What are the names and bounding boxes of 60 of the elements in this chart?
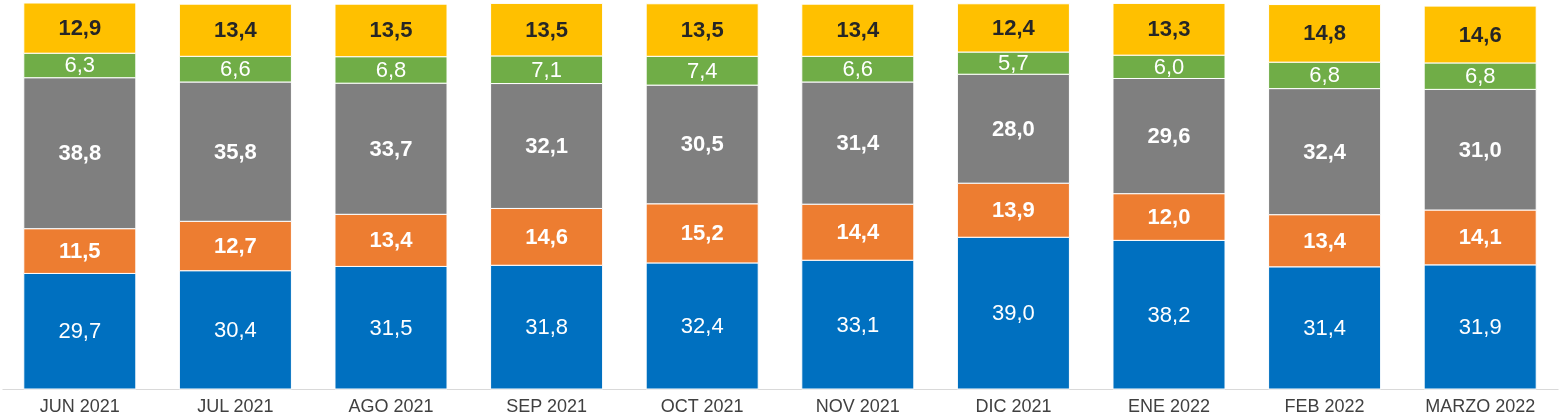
data-label: 7,4 xyxy=(686,57,718,83)
data-label: 13,5 xyxy=(525,16,569,42)
x-tick-label: ENE 2022 xyxy=(1127,395,1211,416)
data-label: 12,0 xyxy=(1147,204,1191,230)
x-tick-label: FEB 2022 xyxy=(1284,395,1365,416)
data-label: 33,7 xyxy=(369,135,413,161)
data-label: 15,2 xyxy=(680,220,724,246)
data-label: 6,3 xyxy=(64,52,96,78)
data-label: 31,5 xyxy=(369,314,413,340)
data-label: 13,9 xyxy=(991,197,1035,223)
data-label: 5,7 xyxy=(998,50,1029,76)
data-label: 32,4 xyxy=(1303,138,1347,164)
data-label: 31,8 xyxy=(525,314,569,340)
data-label: 12,7 xyxy=(213,233,257,258)
data-label: 6,6 xyxy=(842,56,874,82)
data-label: 11,5 xyxy=(59,238,101,264)
data-label: 14,1 xyxy=(1458,224,1502,250)
x-tick-label: JUN 2021 xyxy=(39,395,120,416)
data-label: 32,1 xyxy=(525,133,569,158)
data-label: 12,4 xyxy=(991,14,1036,40)
data-label: 13,5 xyxy=(680,17,724,43)
data-label: 14,4 xyxy=(836,219,880,245)
data-label: 35,8 xyxy=(213,138,257,164)
data-label: 13,4 xyxy=(1303,227,1347,253)
data-label: 31,4 xyxy=(836,130,880,156)
x-tick-label: MARZO 2022 xyxy=(1425,395,1536,416)
data-label: 13,5 xyxy=(369,17,413,43)
data-label: 7,1 xyxy=(531,56,562,82)
data-label: 14,6 xyxy=(525,223,569,249)
data-label: 30,5 xyxy=(680,131,724,157)
data-label: 29,6 xyxy=(1147,123,1191,149)
data-label: 13,4 xyxy=(836,17,880,43)
data-label: 13,3 xyxy=(1147,16,1191,42)
data-label: 39,0 xyxy=(991,300,1035,326)
data-label: 13,4 xyxy=(369,227,414,253)
data-label: 12,9 xyxy=(58,15,102,41)
x-tick-label: JUL 2021 xyxy=(197,395,274,416)
x-tick-label: AGO 2021 xyxy=(348,395,434,416)
x-tick-label: NOV 2021 xyxy=(815,395,900,416)
data-label: 33,1 xyxy=(836,311,880,337)
data-label: 6,8 xyxy=(1309,62,1340,88)
data-label: 38,8 xyxy=(58,140,102,166)
x-tick-label: OCT 2021 xyxy=(660,395,744,416)
x-tick-label: DIC 2021 xyxy=(975,395,1052,416)
data-label: 30,4 xyxy=(213,316,257,342)
x-tick-label: SEP 2021 xyxy=(506,395,587,416)
data-label: 14,8 xyxy=(1303,20,1347,46)
data-label: 32,4 xyxy=(680,312,724,338)
data-label: 31,4 xyxy=(1303,314,1347,340)
data-label: 6,6 xyxy=(220,56,251,82)
data-label: 6,0 xyxy=(1153,53,1185,79)
data-label: 28,0 xyxy=(991,115,1035,141)
data-label: 6,8 xyxy=(1464,63,1496,89)
data-label: 31,0 xyxy=(1458,136,1502,162)
data-label: 31,9 xyxy=(1458,313,1502,339)
data-label: 13,4 xyxy=(213,17,258,43)
data-label: 38,2 xyxy=(1147,301,1191,327)
data-label: 14,6 xyxy=(1458,21,1502,47)
data-label: 29,7 xyxy=(58,318,102,344)
data-label: 6,8 xyxy=(375,56,407,82)
